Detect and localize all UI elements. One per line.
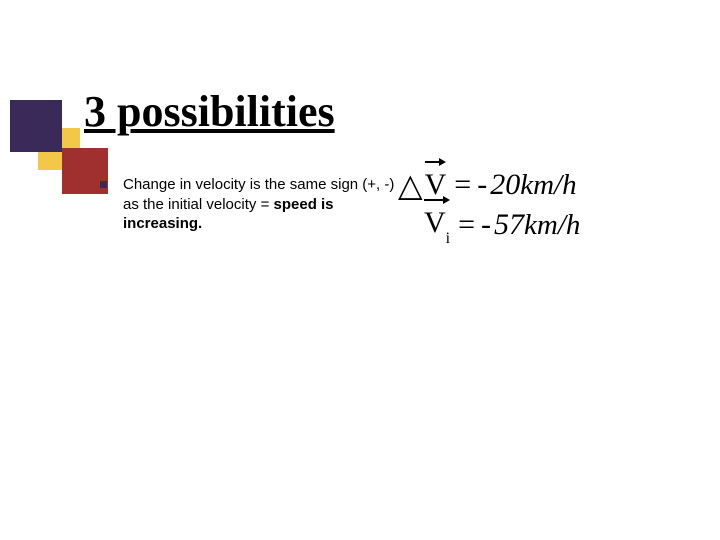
bullet-item: Change in velocity is the same sign (+, … [100, 175, 400, 234]
minus-sign: - [481, 208, 491, 242]
equations-block: △ V = -20km/h Vi = -57km/h [398, 165, 580, 245]
equation-v-initial: Vi = -57km/h [398, 205, 580, 245]
minus-sign: - [477, 168, 487, 202]
vector-v-initial: Vi [424, 206, 450, 244]
eq1-unit: km/h [520, 169, 576, 202]
equals-sign: = [458, 208, 475, 242]
eq2-unit: km/h [524, 209, 580, 242]
equals-sign: = [454, 168, 471, 202]
decoration-box-purple [10, 100, 62, 152]
eq1-value: 20 [490, 168, 520, 202]
bullet-text-plain: Change in velocity is the same sign (+, … [123, 176, 394, 213]
eq2-value: 57 [494, 208, 524, 242]
vector-arrow-icon [425, 158, 447, 166]
slide-title: 3 possibilities [84, 86, 335, 137]
bullet-marker [100, 181, 107, 188]
slide: 3 possibilities Change in velocity is th… [0, 0, 720, 540]
delta-symbol: △ [398, 166, 423, 204]
vector-arrow-icon [424, 196, 450, 204]
vector-letter: V [424, 206, 446, 239]
subscript-i: i [446, 230, 450, 247]
bullet-text: Change in velocity is the same sign (+, … [123, 175, 400, 234]
